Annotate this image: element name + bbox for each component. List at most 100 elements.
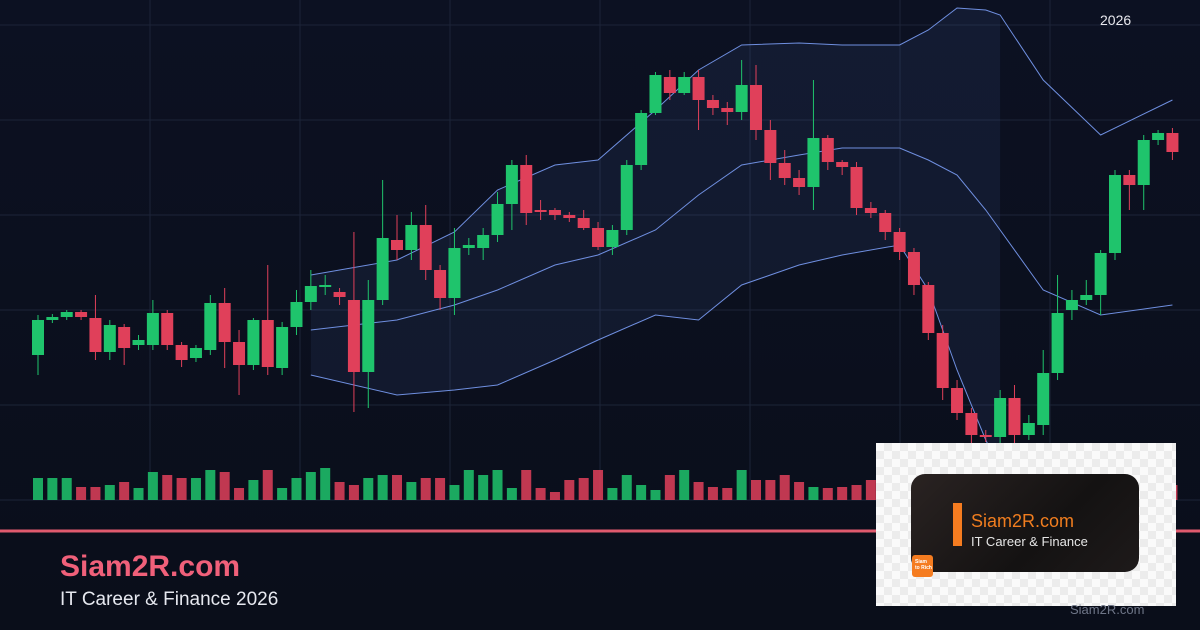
volume-bar [262, 470, 273, 500]
candle-body [864, 208, 877, 213]
volume-bar [33, 478, 43, 500]
candle-body [261, 320, 274, 367]
candle-body [247, 320, 260, 365]
volume-bar [305, 472, 316, 500]
volume-bar [61, 478, 72, 500]
candle-body [1080, 295, 1093, 300]
volume-bar [650, 490, 661, 500]
candle-body [1094, 253, 1107, 295]
candle-body [635, 113, 648, 165]
candle-body [161, 313, 174, 345]
volume-bar [147, 472, 158, 500]
volume-bar [392, 475, 402, 500]
candle-body [821, 138, 834, 162]
candle-body [979, 435, 992, 437]
volume-bar [406, 482, 417, 500]
candle-body [333, 292, 346, 297]
volume-bar [765, 480, 776, 500]
candle-body [175, 345, 188, 360]
candle-body [319, 285, 332, 287]
candle-body [32, 320, 44, 355]
candle-body [434, 270, 447, 298]
candle-body [505, 165, 518, 204]
candle-body [132, 340, 145, 345]
candle-body [793, 178, 806, 187]
candle-body [534, 210, 547, 212]
candle-body [1037, 373, 1050, 425]
volume-bar [794, 482, 805, 500]
volume-bar [420, 478, 431, 500]
candle-body [907, 252, 920, 285]
volume-bar [277, 488, 288, 500]
bands [310, 7, 1173, 471]
candle-body [592, 228, 605, 247]
candle-body [678, 77, 691, 93]
volume-bar [90, 487, 101, 500]
candle-body [75, 312, 88, 317]
volume-bar [851, 485, 862, 500]
candle-body [692, 77, 705, 100]
logo-badge: Siam to Rich [912, 555, 933, 577]
volume-bar [664, 475, 675, 500]
candle-body [936, 333, 949, 388]
candle-body [89, 318, 102, 352]
candle-body [951, 388, 964, 413]
volume-bar [506, 488, 517, 500]
candle-body [347, 300, 360, 372]
candle-body [1022, 423, 1035, 435]
volume-bar [722, 488, 733, 500]
volume-bar [219, 472, 230, 500]
logo-card: Siam2R.com IT Career & Finance [911, 474, 1139, 572]
volume-bar [190, 478, 201, 500]
logo-panel: Siam2R.com IT Career & Finance Siam to Ri… [876, 443, 1176, 606]
candle-body [649, 75, 662, 113]
candle-body [491, 204, 504, 235]
volume-bar [707, 487, 718, 500]
volume-bar [320, 468, 331, 500]
volume-bar [76, 487, 87, 500]
candle-body [448, 248, 461, 298]
volume-bar [607, 488, 618, 500]
candle-body [189, 348, 202, 358]
volume-bar [449, 485, 460, 500]
volume-bar [104, 485, 115, 500]
band-area [310, 8, 1001, 470]
volume-bar [492, 470, 503, 500]
candle-body [965, 413, 978, 435]
candle-body [1137, 140, 1150, 185]
volume-bar [736, 470, 747, 500]
brand-tagline: IT Career & Finance 2026 [60, 589, 279, 610]
candle-body [1008, 398, 1021, 435]
candle-body [879, 213, 892, 232]
candle-body [276, 327, 289, 368]
volume-bar [334, 482, 345, 500]
candle-body [620, 165, 633, 230]
candle-body [46, 317, 59, 320]
candle-body [405, 225, 418, 250]
candle-body [750, 85, 762, 130]
candle-body [146, 313, 159, 345]
candle-body [60, 312, 73, 317]
candle-body [290, 302, 303, 327]
watermark: Siam2R.com [1070, 602, 1145, 617]
volume-bar [377, 475, 388, 500]
candle-body [706, 100, 719, 108]
volume-bar [234, 488, 245, 500]
volume-bar [133, 488, 144, 500]
candle-body [1051, 313, 1064, 373]
volume-bar [478, 475, 489, 500]
candle-body [548, 210, 561, 215]
candle-body [994, 398, 1007, 437]
brand-name: Siam2R.com [60, 550, 241, 583]
volume-bar [47, 478, 58, 500]
volume-bar [808, 487, 819, 500]
candle-body [606, 230, 619, 247]
volume-bar [693, 482, 704, 500]
candle-body [520, 165, 533, 213]
volume-bar [535, 488, 546, 500]
candle-body [376, 238, 389, 300]
candle-body [103, 325, 116, 352]
volume-bar [679, 470, 690, 500]
candle-body [850, 167, 863, 208]
